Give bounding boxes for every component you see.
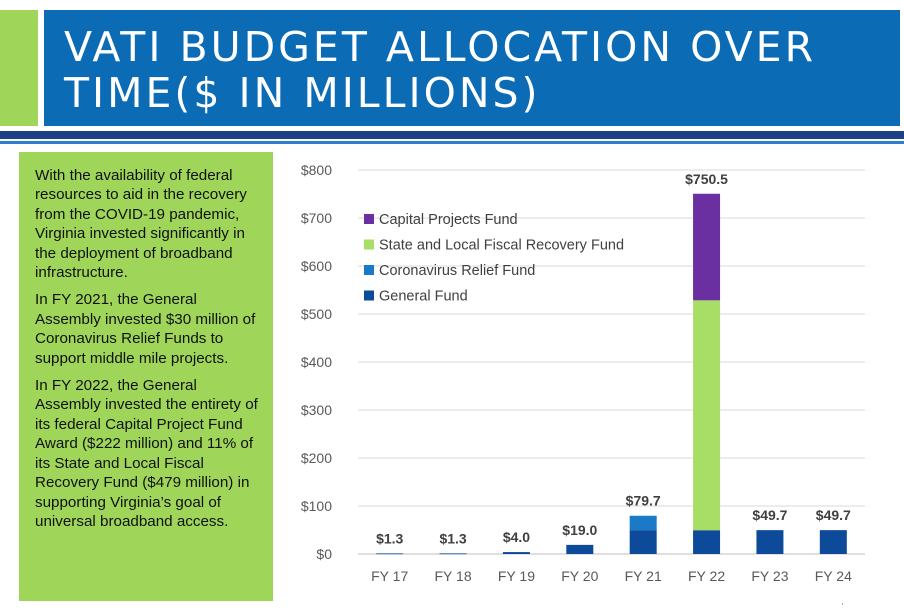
- y-tick-label: $0: [316, 546, 332, 562]
- y-tick-label: $700: [301, 210, 332, 226]
- bar-segment: [693, 300, 721, 531]
- title-bar: VATI BUDGET ALLOCATION OVER TIME($ IN MI…: [44, 10, 900, 126]
- y-tick-label: $100: [301, 498, 332, 514]
- divider-dark: [0, 131, 904, 139]
- bar-segment: [376, 553, 404, 555]
- legend-label: Capital Projects Fund: [379, 212, 518, 228]
- data-label: $49.7: [752, 507, 787, 523]
- bar-segment: [693, 193, 721, 301]
- corner-mark: ': [842, 602, 844, 611]
- x-tick-label: FY 19: [498, 568, 535, 584]
- page-title: VATI BUDGET ALLOCATION OVER TIME($ IN MI…: [64, 23, 817, 117]
- bar-segment: [566, 544, 594, 554]
- bar-segment: [756, 530, 784, 554]
- data-label: $750.5: [685, 171, 728, 187]
- legend-swatch: [364, 239, 374, 250]
- summary-paragraph-2: In FY 2021, the General Assembly investe…: [35, 291, 256, 367]
- x-tick-label: FY 21: [625, 568, 662, 584]
- legend-label: General Fund: [379, 289, 468, 305]
- data-label: $1.3: [439, 530, 466, 546]
- bar-segment: [629, 515, 657, 531]
- summary-paragraph-1: With the availability of federal resourc…: [35, 167, 247, 282]
- x-tick-label: FY 23: [751, 568, 788, 584]
- y-tick-label: $600: [301, 258, 332, 274]
- legend-swatch: [364, 290, 374, 301]
- y-tick-label: $500: [301, 306, 332, 322]
- summary-paragraph-3: In FY 2022, the General Assembly investe…: [35, 377, 258, 530]
- y-tick-label: $300: [301, 402, 332, 418]
- x-tick-label: FY 20: [561, 568, 598, 584]
- y-tick-label: $200: [301, 450, 332, 466]
- data-label: $79.7: [626, 493, 661, 509]
- divider-light: [0, 141, 904, 144]
- data-label: $49.7: [816, 507, 851, 523]
- y-tick-label: $400: [301, 354, 332, 370]
- summary-textbox: With the availability of federal resourc…: [19, 152, 273, 601]
- x-tick-label: FY 22: [688, 568, 725, 584]
- bar-segment: [693, 530, 721, 554]
- bar-segment: [502, 552, 530, 554]
- accent-block: [0, 10, 38, 126]
- y-tick-label: $800: [301, 162, 332, 178]
- x-tick-label: FY 17: [371, 568, 408, 584]
- bar-segment: [439, 553, 467, 555]
- data-label: $19.0: [562, 522, 597, 538]
- bar-segment: [819, 530, 847, 554]
- data-label: $1.3: [376, 530, 403, 546]
- x-tick-label: FY 18: [435, 568, 472, 584]
- data-label: $4.0: [503, 529, 530, 545]
- legend-swatch: [364, 265, 374, 275]
- budget-chart: $0 $100 $200 $300 $400 $500 $600 $700 $800 $1.3 FY…: [301, 162, 865, 584]
- x-tick-label: FY 24: [815, 568, 852, 584]
- legend-label: State and Local Fiscal Recovery Fund: [379, 238, 624, 254]
- bar-segment: [629, 530, 657, 554]
- legend-label: Coronavirus Relief Fund: [379, 263, 535, 279]
- legend-swatch: [364, 214, 374, 224]
